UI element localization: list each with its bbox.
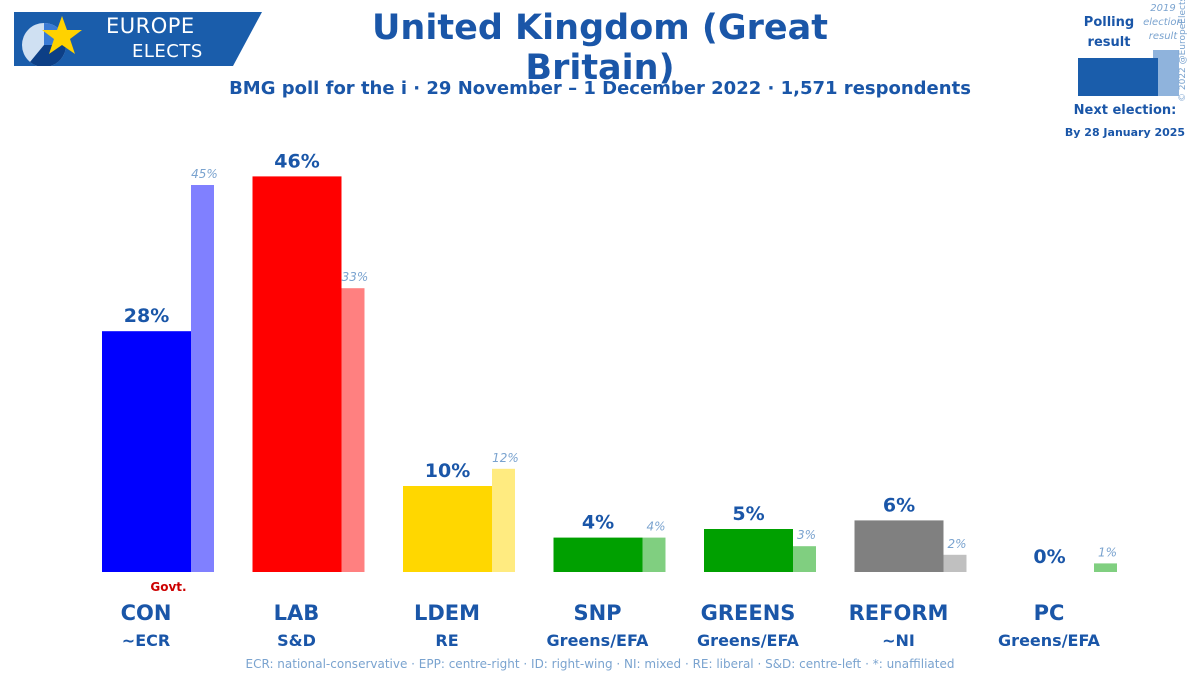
party-name-greens: GREENS (701, 601, 796, 625)
legend-swatches (1078, 50, 1179, 96)
bar-poll-ldem (403, 486, 492, 572)
bar-poll-label-reform: 6% (883, 494, 915, 516)
bar-previous-label-pc: 1% (1098, 545, 1117, 559)
bar-previous-label-ldem: 12% (492, 451, 519, 465)
bar-previous-ldem (492, 468, 515, 572)
legend-previous-label: 2019 election result (1143, 3, 1183, 42)
party-group-greens: Greens/EFA (697, 631, 800, 650)
bar-poll-label-pc: 0% (1033, 546, 1065, 568)
bar-previous-label-lab: 33% (342, 270, 369, 284)
govt-label: Govt. (150, 580, 186, 594)
bar-previous-label-greens: 3% (797, 528, 816, 542)
logo-text-elects: ELECTS (132, 41, 203, 62)
party-group-con: ~ECR (122, 631, 170, 650)
bar-previous-label-snp: 4% (646, 520, 665, 534)
party-name-con: CON (121, 601, 172, 625)
bar-previous-label-reform: 2% (947, 537, 966, 551)
bar-poll-snp (553, 537, 643, 572)
bar-poll-label-ldem: 10% (425, 460, 470, 482)
party-name-ldem: LDEM (414, 601, 480, 625)
bar-poll-label-con: 28% (124, 305, 169, 327)
party-group-snp: Greens/EFA (547, 631, 650, 650)
bar-previous-con (191, 185, 214, 572)
legend-polling-label: Polling result (1083, 15, 1135, 50)
chart-subtitle: BMG poll for the i · 29 November – 1 Dec… (229, 78, 971, 99)
legend-swatch-poll (1078, 58, 1158, 96)
bar-previous-snp (642, 537, 666, 572)
bar-poll-greens (704, 529, 793, 572)
party-group-lab: S&D (277, 631, 316, 650)
bar-previous-reform (943, 554, 967, 572)
bar-poll-lab (252, 176, 342, 572)
bar-poll-reform (854, 520, 944, 572)
party-name-pc: PC (1034, 601, 1065, 625)
party-group-pc: Greens/EFA (998, 631, 1101, 650)
bar-previous-greens (793, 546, 816, 572)
bar-poll-con (102, 331, 191, 572)
bar-previous-label-con: 45% (191, 167, 218, 181)
party-name-reform: REFORM (849, 601, 949, 625)
party-name-snp: SNP (573, 601, 621, 625)
party-name-lab: LAB (274, 601, 320, 625)
europe-elects-logo (14, 12, 262, 66)
bar-poll-label-greens: 5% (732, 503, 764, 525)
bar-poll-label-lab: 46% (274, 150, 319, 172)
bar-previous-pc (1094, 563, 1117, 572)
group-footnote: ECR: national-conservative · EPP: centre… (245, 657, 955, 671)
chart-title: United Kingdom (Great Britain) (372, 8, 828, 88)
logo-text-europe: EUROPE (106, 14, 195, 38)
next-election-date: By 28 January 2025 (1064, 126, 1186, 139)
party-group-reform: ~NI (882, 631, 915, 650)
bar-previous-lab (341, 288, 365, 572)
party-group-ldem: RE (435, 631, 458, 650)
bar-poll-label-snp: 4% (582, 512, 614, 534)
next-election-label: Next election: (1073, 103, 1177, 118)
